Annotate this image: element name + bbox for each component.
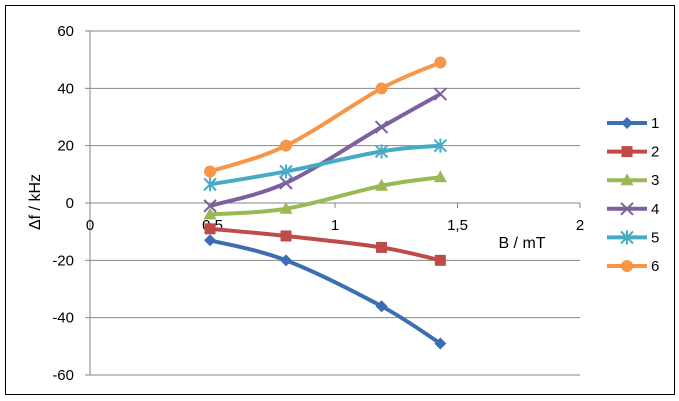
legend-label: 5: [651, 229, 659, 246]
legend-marker: [620, 173, 634, 186]
legend-label: 1: [651, 115, 659, 132]
legend-marker: [621, 146, 633, 158]
data-point: [433, 87, 448, 101]
legend-entry-5: 5: [607, 229, 659, 246]
data-point: [280, 230, 292, 242]
y-tick-label: 20: [57, 138, 74, 155]
legend-marker: [621, 260, 633, 272]
data-point: [376, 241, 388, 253]
x-tick-label: 2: [576, 217, 584, 234]
data-point: [433, 170, 447, 183]
legend: 1 2 3 4 5 6: [607, 115, 659, 275]
legend-label: 3: [651, 172, 659, 189]
marker-stroke: [374, 120, 389, 134]
chart-frame: [5, 5, 675, 395]
data-point: [279, 164, 293, 179]
data-point: [375, 300, 388, 313]
series-lines: [203, 56, 448, 350]
series-line: [209, 238, 442, 346]
y-tick-label: -40: [52, 310, 74, 327]
series-line: [209, 60, 442, 174]
marker-stroke: [433, 87, 448, 101]
x-tick-label: 1: [331, 217, 339, 234]
marker-stroke: [279, 176, 293, 190]
data-point: [375, 178, 389, 191]
legend-marker: [620, 202, 634, 216]
data-point: [280, 139, 292, 152]
data-point: [279, 201, 293, 214]
legend-label: 6: [651, 258, 659, 275]
data-point: [204, 165, 217, 178]
data-point: [279, 176, 293, 190]
legend-marker: [620, 230, 634, 245]
y-axis-title: Δf / kHz: [27, 174, 44, 230]
legend-entry-4: 4: [607, 201, 659, 218]
data-point: [204, 234, 217, 247]
data-point: [375, 82, 388, 95]
y-tick-label: 40: [57, 80, 74, 97]
legend-entry-1: 1: [607, 115, 659, 132]
x-axis-title: B / mT: [498, 235, 545, 252]
marker-stroke: [620, 202, 634, 216]
y-tick-label: 0: [66, 195, 74, 212]
x-tick-label: 0: [86, 217, 94, 234]
axes: -60-40-20020406000,511,52: [52, 23, 584, 384]
series-line: [209, 143, 441, 187]
legend-marker: [621, 117, 633, 129]
legend-entry-2: 2: [607, 144, 659, 161]
series-line: [209, 92, 442, 208]
series-1: [204, 234, 447, 350]
legend-entry-6: 6: [607, 258, 659, 275]
legend-entry-3: 3: [607, 172, 659, 189]
data-point: [434, 56, 447, 69]
data-point: [203, 199, 217, 213]
y-tick-label: -60: [52, 367, 74, 384]
series-4: [203, 87, 448, 213]
data-point: [203, 177, 217, 192]
data-point: [204, 223, 216, 235]
marker-stroke: [203, 199, 217, 213]
data-point: [203, 207, 217, 220]
data-point: [374, 120, 389, 134]
data-point: [280, 254, 292, 267]
y-tick-label: -20: [52, 252, 74, 269]
gridlines: [90, 30, 580, 376]
legend-label: 2: [651, 144, 659, 161]
series-line: [209, 175, 441, 217]
data-point: [433, 138, 448, 153]
y-tick-label: 60: [57, 23, 74, 40]
data-point: [374, 144, 389, 159]
series-3: [203, 170, 447, 220]
x-tick-label: 1,5: [447, 217, 468, 234]
legend-label: 4: [651, 201, 659, 218]
data-point: [434, 254, 446, 266]
series-6: [204, 56, 447, 178]
series-5: [203, 138, 448, 192]
data-point: [434, 337, 447, 350]
series-2: [204, 223, 446, 266]
series-line: [209, 226, 441, 263]
